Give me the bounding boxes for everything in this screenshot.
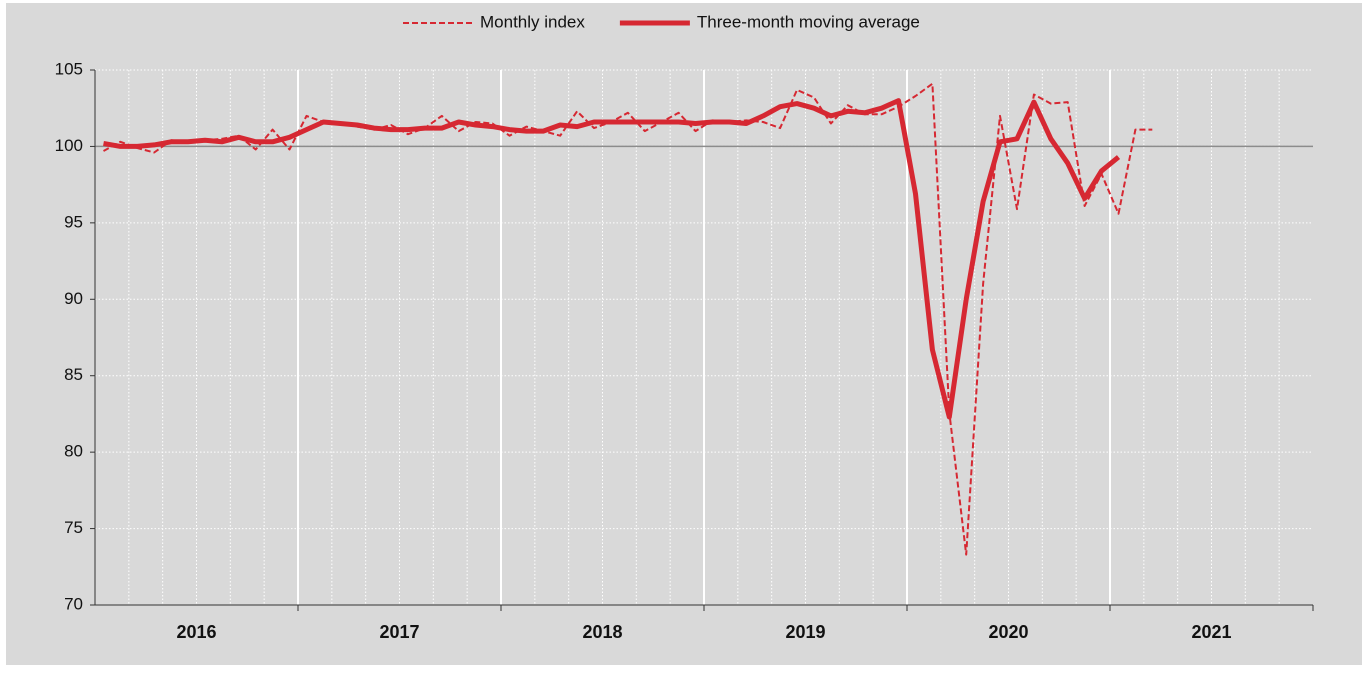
y-tick-label: 95	[64, 212, 83, 231]
y-tick-label: 85	[64, 365, 83, 384]
x-tick-label: 2018	[582, 622, 622, 642]
x-tick-label: 2016	[176, 622, 216, 642]
y-tick-label: 80	[64, 442, 83, 461]
monthly-line	[103, 82, 1153, 556]
x-tick-label: 2019	[785, 622, 825, 642]
chart-bg	[6, 3, 1362, 665]
x-tick-label: 2021	[1191, 622, 1231, 642]
x-tick-label: 2017	[379, 622, 419, 642]
legend: Monthly index Three-month moving average	[403, 12, 920, 31]
y-tick-label: 90	[64, 289, 83, 308]
y-tick-label: 75	[64, 518, 83, 537]
average-line	[103, 98, 1121, 420]
y-tick-label: 70	[64, 594, 83, 613]
x-tick-label: 2020	[988, 622, 1028, 642]
legend-label: Monthly index	[480, 12, 585, 31]
y-tick-label: 105	[55, 59, 83, 78]
y-tick-label: 100	[55, 136, 83, 155]
legend-label: Three-month moving average	[697, 12, 920, 31]
